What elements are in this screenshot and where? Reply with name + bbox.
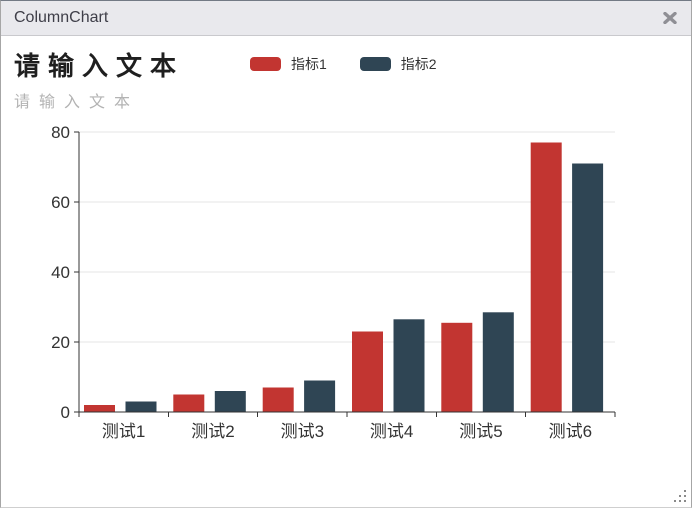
column-chart: 0 20 40 60 80 测试1 测试2 测试3 测试4 测试5 测试6 (51, 123, 616, 441)
x-category-label-测试1: 测试1 (102, 422, 145, 441)
x-category-label-测试6: 测试6 (549, 422, 592, 441)
chart-subtitle: 请输入文本 (14, 94, 140, 111)
bar-指标1-测试3[interactable] (262, 387, 294, 413)
bar-指标1-测试4[interactable] (352, 331, 383, 413)
x-category-label-测试5: 测试5 (459, 422, 502, 441)
bar-指标2-测试6[interactable] (572, 163, 604, 413)
bar-指标1-测试2[interactable] (173, 394, 205, 413)
y-tick-label-40: 40 (51, 263, 70, 282)
legend-item-series2[interactable]: 指标2 (359, 54, 437, 74)
legend-item-series1[interactable]: 指标1 (250, 54, 327, 74)
legend-swatch-series1 (250, 57, 281, 71)
bar-指标2-测试2[interactable] (214, 391, 246, 412)
window-titlebar[interactable]: ColumnChart (1, 1, 691, 36)
bar-指标1-测试5[interactable] (441, 322, 473, 413)
chart-title: 请输入文本 (14, 51, 185, 81)
bar-指标2-测试4[interactable] (393, 319, 425, 413)
y-tick-label-0: 0 (61, 403, 70, 422)
legend-label-series2: 指标2 (400, 56, 437, 72)
legend-swatch-series2 (359, 57, 391, 71)
bar-指标2-测试5[interactable] (482, 312, 514, 413)
bar-指标1-测试6[interactable] (530, 142, 562, 413)
x-category-label-测试2: 测试2 (191, 422, 234, 441)
x-category-label-测试3: 测试3 (281, 422, 324, 441)
close-button[interactable] (657, 6, 683, 30)
y-tick-label-60: 60 (51, 193, 70, 212)
y-tick-label-80: 80 (51, 123, 70, 142)
bar-指标2-测试1[interactable] (125, 401, 157, 413)
y-tick-label-20: 20 (51, 333, 70, 352)
bar-指标1-测试1[interactable] (84, 405, 115, 412)
legend-label-series1: 指标1 (291, 56, 327, 72)
close-icon (663, 12, 677, 24)
bar-指标2-测试3[interactable] (304, 380, 336, 413)
window-title: ColumnChart (14, 9, 109, 26)
x-category-label-测试4: 测试4 (370, 422, 413, 441)
resize-grip[interactable] (674, 490, 687, 503)
legend: 指标1 指标2 (250, 54, 437, 74)
